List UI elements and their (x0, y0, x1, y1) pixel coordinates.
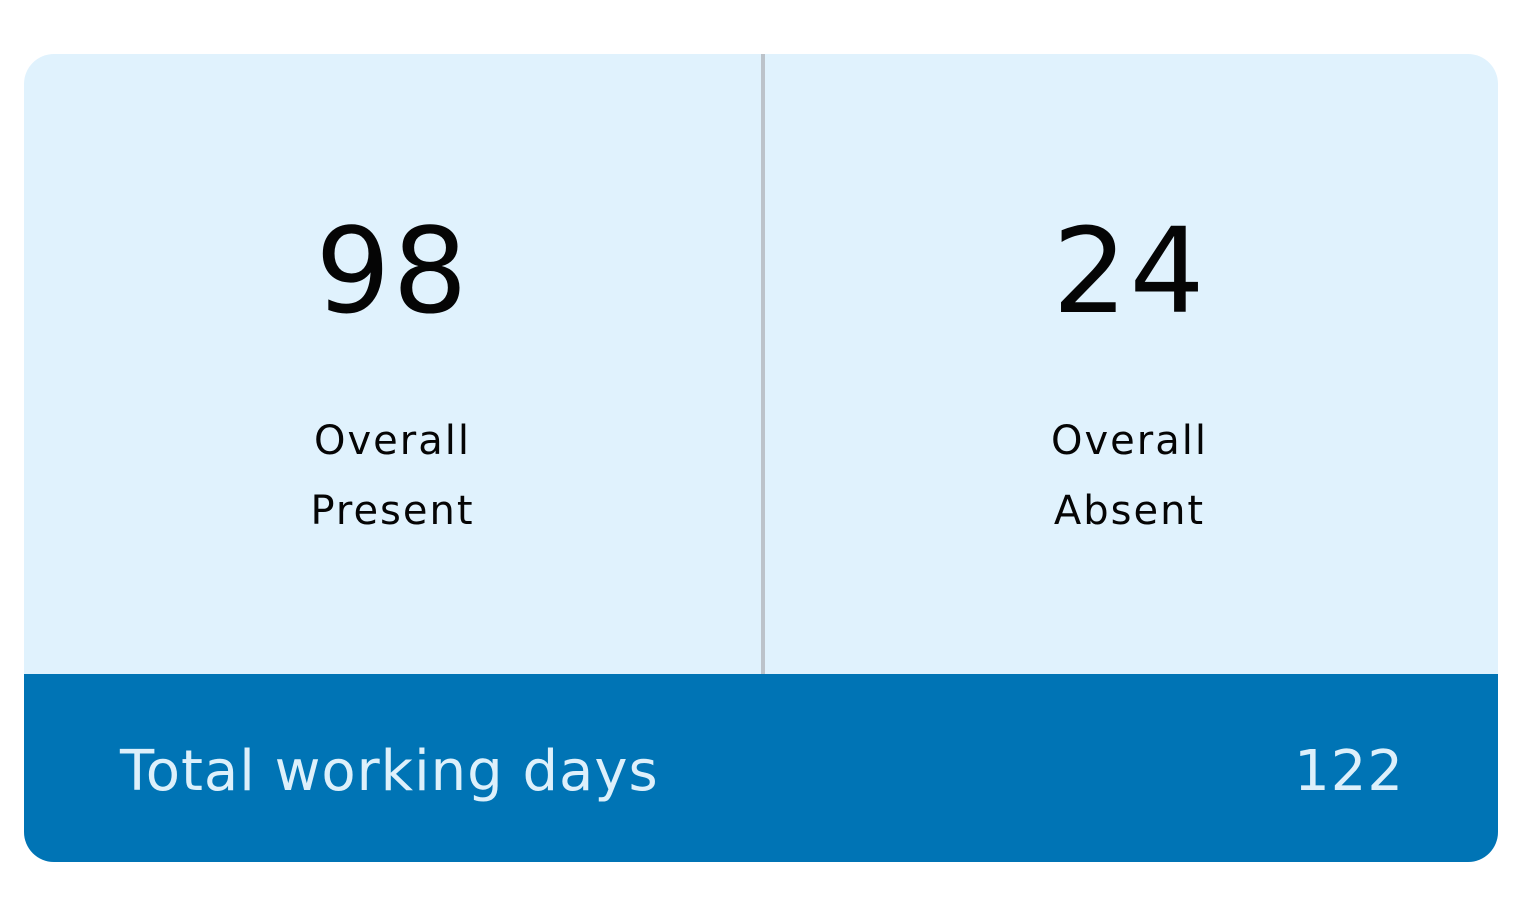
absent-label-line1: Overall (1051, 418, 1208, 464)
absent-count: 24 (1052, 202, 1207, 340)
total-working-days-label: Total working days (120, 739, 659, 804)
absent-label: Overall Absent (761, 406, 1498, 546)
present-label-line2: Present (310, 488, 475, 534)
absent-stat: 24 Overall Absent (761, 54, 1498, 674)
stats-divider (761, 54, 765, 674)
present-count: 98 (315, 202, 470, 340)
present-label: Overall Present (24, 406, 761, 546)
present-label-line1: Overall (314, 418, 471, 464)
attendance-stats: 98 Overall Present 24 Overall Absent (24, 54, 1498, 674)
present-stat: 98 Overall Present (24, 54, 761, 674)
attendance-summary-card: 98 Overall Present 24 Overall Absent Tot… (24, 54, 1498, 862)
total-working-days-bar: Total working days 122 (24, 674, 1498, 862)
total-working-days-value: 122 (1294, 739, 1404, 804)
absent-label-line2: Absent (1053, 488, 1206, 534)
